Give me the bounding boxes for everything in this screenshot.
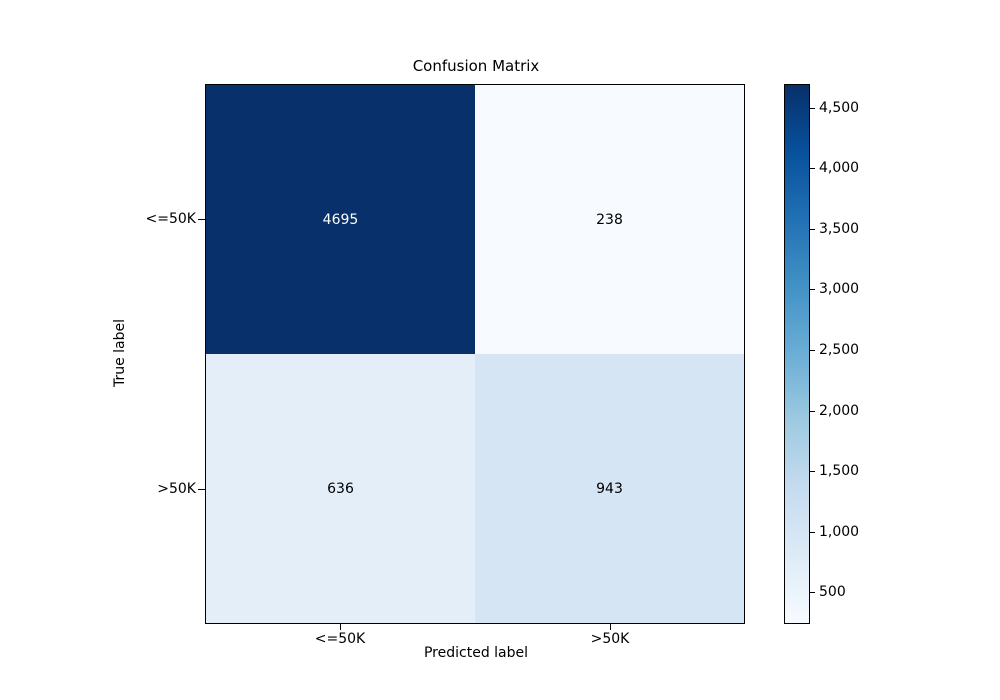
y-axis-label: True label [112, 318, 128, 388]
colorbar-tick-mark [810, 350, 815, 351]
y-tick-mark [198, 489, 205, 490]
cell-value: 4695 [322, 211, 359, 228]
y-tick-label-gt50k: >50K [157, 481, 196, 497]
colorbar-tick-label: 3,000 [819, 281, 860, 297]
x-tick-label-gt50k: >50K [590, 631, 630, 647]
colorbar-tick-label: 1,000 [819, 524, 860, 540]
matrix-cell-true-le50k-pred-gt50k: 238 [475, 85, 744, 354]
colorbar-tick-label: 2,500 [819, 342, 860, 358]
colorbar-tick-mark [810, 411, 815, 412]
colorbar [784, 84, 810, 624]
colorbar-tick-mark [810, 168, 815, 169]
colorbar-tick-label: 2,000 [819, 403, 860, 419]
cell-value: 943 [596, 480, 623, 497]
colorbar-tick-label: 4,000 [819, 160, 860, 176]
y-tick-mark [198, 219, 205, 220]
x-tick-mark [610, 624, 611, 630]
heatmap-plot-area: 4695 238 636 943 [205, 84, 745, 624]
matrix-cell-true-gt50k-pred-le50k: 636 [206, 354, 475, 623]
colorbar-tick-label: 500 [819, 584, 846, 600]
cell-value: 636 [327, 480, 354, 497]
x-tick-mark [340, 624, 341, 630]
y-tick-label-le50k: <=50K [145, 211, 196, 227]
colorbar-tick-mark [810, 108, 815, 109]
colorbar-tick-label: 3,500 [819, 221, 860, 237]
cell-value: 238 [596, 211, 623, 228]
x-axis-label: Predicted label [423, 645, 529, 661]
colorbar-tick-label: 4,500 [819, 100, 860, 116]
colorbar-tick-mark [810, 592, 815, 593]
colorbar-tick-mark [810, 532, 815, 533]
colorbar-tick-label: 1,500 [819, 463, 860, 479]
colorbar-tick-mark [810, 471, 815, 472]
colorbar-tick-mark [810, 229, 815, 230]
colorbar-tick-mark [810, 289, 815, 290]
x-tick-label-le50k: <=50K [314, 631, 366, 647]
matrix-cell-true-le50k-pred-le50k: 4695 [206, 85, 475, 354]
matrix-cell-true-gt50k-pred-gt50k: 943 [475, 354, 744, 623]
chart-title: Confusion Matrix [412, 57, 540, 75]
